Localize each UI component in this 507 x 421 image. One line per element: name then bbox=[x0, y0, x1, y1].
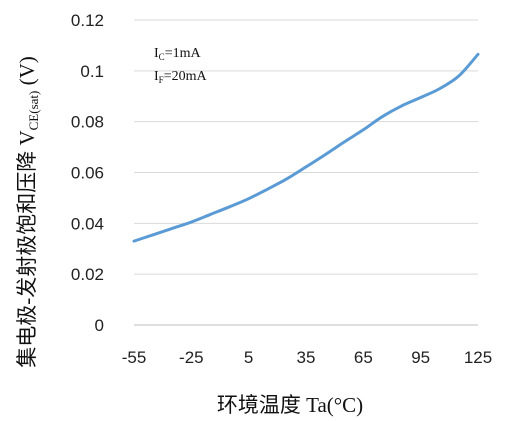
y-tick-label: 0.02 bbox=[71, 265, 104, 284]
annotation-if: IF=20mA bbox=[154, 69, 207, 85]
y-tick-label: 0.1 bbox=[80, 62, 104, 81]
y-tick-label: 0 bbox=[95, 316, 104, 335]
annotation-ic: IC=1mA bbox=[154, 46, 201, 62]
x-axis-label: 环境温度 Ta(°C) bbox=[217, 393, 363, 417]
x-tick-label: 125 bbox=[464, 348, 492, 367]
series-line bbox=[132, 52, 480, 243]
x-tick-label: -25 bbox=[179, 348, 204, 367]
x-tick-label: -55 bbox=[122, 348, 147, 367]
x-tick-label: 5 bbox=[244, 348, 253, 367]
x-tick-label: 65 bbox=[354, 348, 373, 367]
y-tick-labels: 0 0.02 0.04 0.06 0.08 0.1 0.12 bbox=[71, 11, 104, 335]
grid-lines bbox=[134, 19, 478, 326]
x-tick-label: 95 bbox=[411, 348, 430, 367]
series bbox=[132, 52, 480, 243]
x-tick-label: 35 bbox=[297, 348, 316, 367]
y-axis-label: 集电极-发射极饱和压降 VCE(sat) (V) bbox=[15, 56, 41, 368]
x-tick-labels: -55 -25 5 35 65 95 125 bbox=[122, 348, 492, 367]
y-tick-label: 0.08 bbox=[71, 113, 104, 132]
y-tick-label: 0.12 bbox=[71, 11, 104, 30]
y-tick-label: 0.06 bbox=[71, 164, 104, 183]
y-tick-label: 0.04 bbox=[71, 214, 104, 233]
